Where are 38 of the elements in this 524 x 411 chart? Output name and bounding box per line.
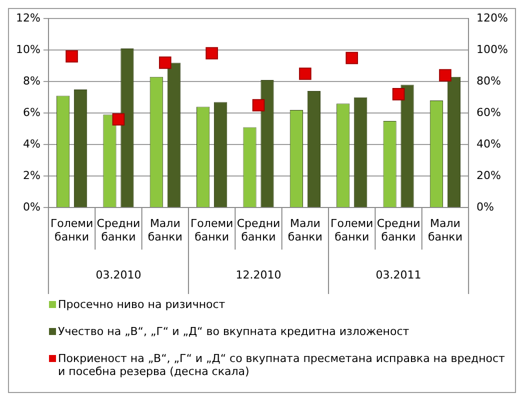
- y-tick-label: 10%: [16, 42, 40, 56]
- text: 03.2011: [376, 268, 422, 282]
- x-tick-label: Мали банки: [288, 217, 322, 244]
- point: [346, 52, 358, 64]
- point: [66, 50, 78, 63]
- point: [252, 99, 265, 112]
- y2-tick-label: 100%: [476, 42, 508, 56]
- legend-label: Покриеност на „В“, „Г“ и „Д“ со вкупната пресметана исправка на вредност и посебна резерва (десна скала): [58, 352, 506, 378]
- point: [112, 113, 125, 126]
- y-tick-label: 12%: [16, 11, 40, 24]
- x-tick-label: Средни банки: [376, 217, 420, 244]
- point: [158, 56, 172, 69]
- y2-tick-label: 0%: [476, 200, 494, 214]
- y2-tick-label: 120%: [476, 11, 508, 24]
- text: 12.2010: [236, 268, 282, 282]
- x-tick-label: Мали банки: [428, 217, 462, 244]
- x-tick-label: Мали банки: [148, 217, 182, 244]
- y-tick-label: 8%: [22, 74, 40, 88]
- x-tick-label: Средни банки: [96, 217, 140, 244]
- y2-tick-label: 40%: [476, 137, 502, 150]
- y-tick-label: 0%: [22, 200, 40, 214]
- x-tick-label: Големи банки: [50, 217, 94, 244]
- text: 03.2010: [96, 268, 142, 282]
- y-tick-label: 4%: [22, 137, 40, 150]
- y-tick-label: 2%: [22, 168, 40, 182]
- y2-tick-label: 80%: [476, 74, 502, 88]
- legend-label: Просечно ниво на ризичност: [58, 298, 226, 311]
- x-tick-label: Големи банки: [330, 217, 374, 244]
- point: [392, 88, 405, 100]
- x-tick-label: Средни банки: [236, 217, 280, 244]
- legend-label: Учество на „В“, „Г“ и „Д“ во вкупната кредитна изложеност: [58, 325, 410, 338]
- point: [206, 47, 218, 60]
- y2-tick-label: 20%: [476, 168, 502, 182]
- point: [439, 69, 452, 82]
- y2-tick-label: 60%: [476, 106, 502, 119]
- x-tick-label: Големи банки: [190, 217, 234, 244]
- y-tick-label: 6%: [22, 106, 40, 119]
- point: [299, 68, 312, 80]
